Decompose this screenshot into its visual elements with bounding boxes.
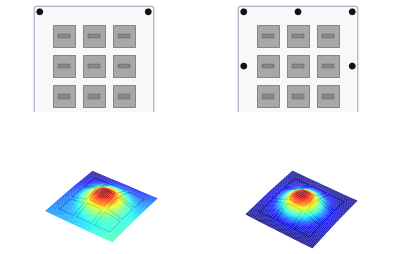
Circle shape <box>295 118 301 123</box>
Bar <box>83 55 105 77</box>
Circle shape <box>241 118 246 123</box>
Bar <box>58 94 70 99</box>
Circle shape <box>241 63 246 69</box>
Bar <box>257 25 279 47</box>
Bar <box>113 55 135 77</box>
Circle shape <box>295 9 301 14</box>
Bar <box>287 25 309 47</box>
Circle shape <box>37 9 42 14</box>
Circle shape <box>146 9 151 14</box>
Bar <box>322 34 334 38</box>
Bar <box>58 64 70 69</box>
Bar <box>83 85 105 107</box>
Bar <box>262 34 274 38</box>
Bar <box>53 25 75 47</box>
Bar <box>257 85 279 107</box>
Circle shape <box>350 63 355 69</box>
Bar <box>58 34 70 38</box>
Bar <box>88 34 100 38</box>
Bar <box>287 55 309 77</box>
Bar <box>113 25 135 47</box>
Bar <box>287 85 309 107</box>
Bar <box>118 64 130 69</box>
Bar <box>113 85 135 107</box>
Bar <box>118 94 130 99</box>
Bar <box>317 55 339 77</box>
Circle shape <box>241 9 246 14</box>
Bar <box>292 34 304 38</box>
Bar <box>292 94 304 99</box>
Bar <box>322 94 334 99</box>
Circle shape <box>146 118 151 123</box>
Bar <box>88 94 100 99</box>
Bar <box>118 34 130 38</box>
Bar <box>83 25 105 47</box>
Bar <box>317 25 339 47</box>
Bar <box>322 64 334 69</box>
FancyBboxPatch shape <box>34 6 154 126</box>
Circle shape <box>37 118 42 123</box>
Bar <box>53 55 75 77</box>
Bar <box>262 94 274 99</box>
Bar <box>88 64 100 69</box>
Bar <box>317 85 339 107</box>
Circle shape <box>350 118 355 123</box>
Bar <box>262 64 274 69</box>
Bar <box>292 64 304 69</box>
Circle shape <box>350 9 355 14</box>
FancyBboxPatch shape <box>238 6 358 126</box>
Bar <box>53 85 75 107</box>
Bar <box>257 55 279 77</box>
